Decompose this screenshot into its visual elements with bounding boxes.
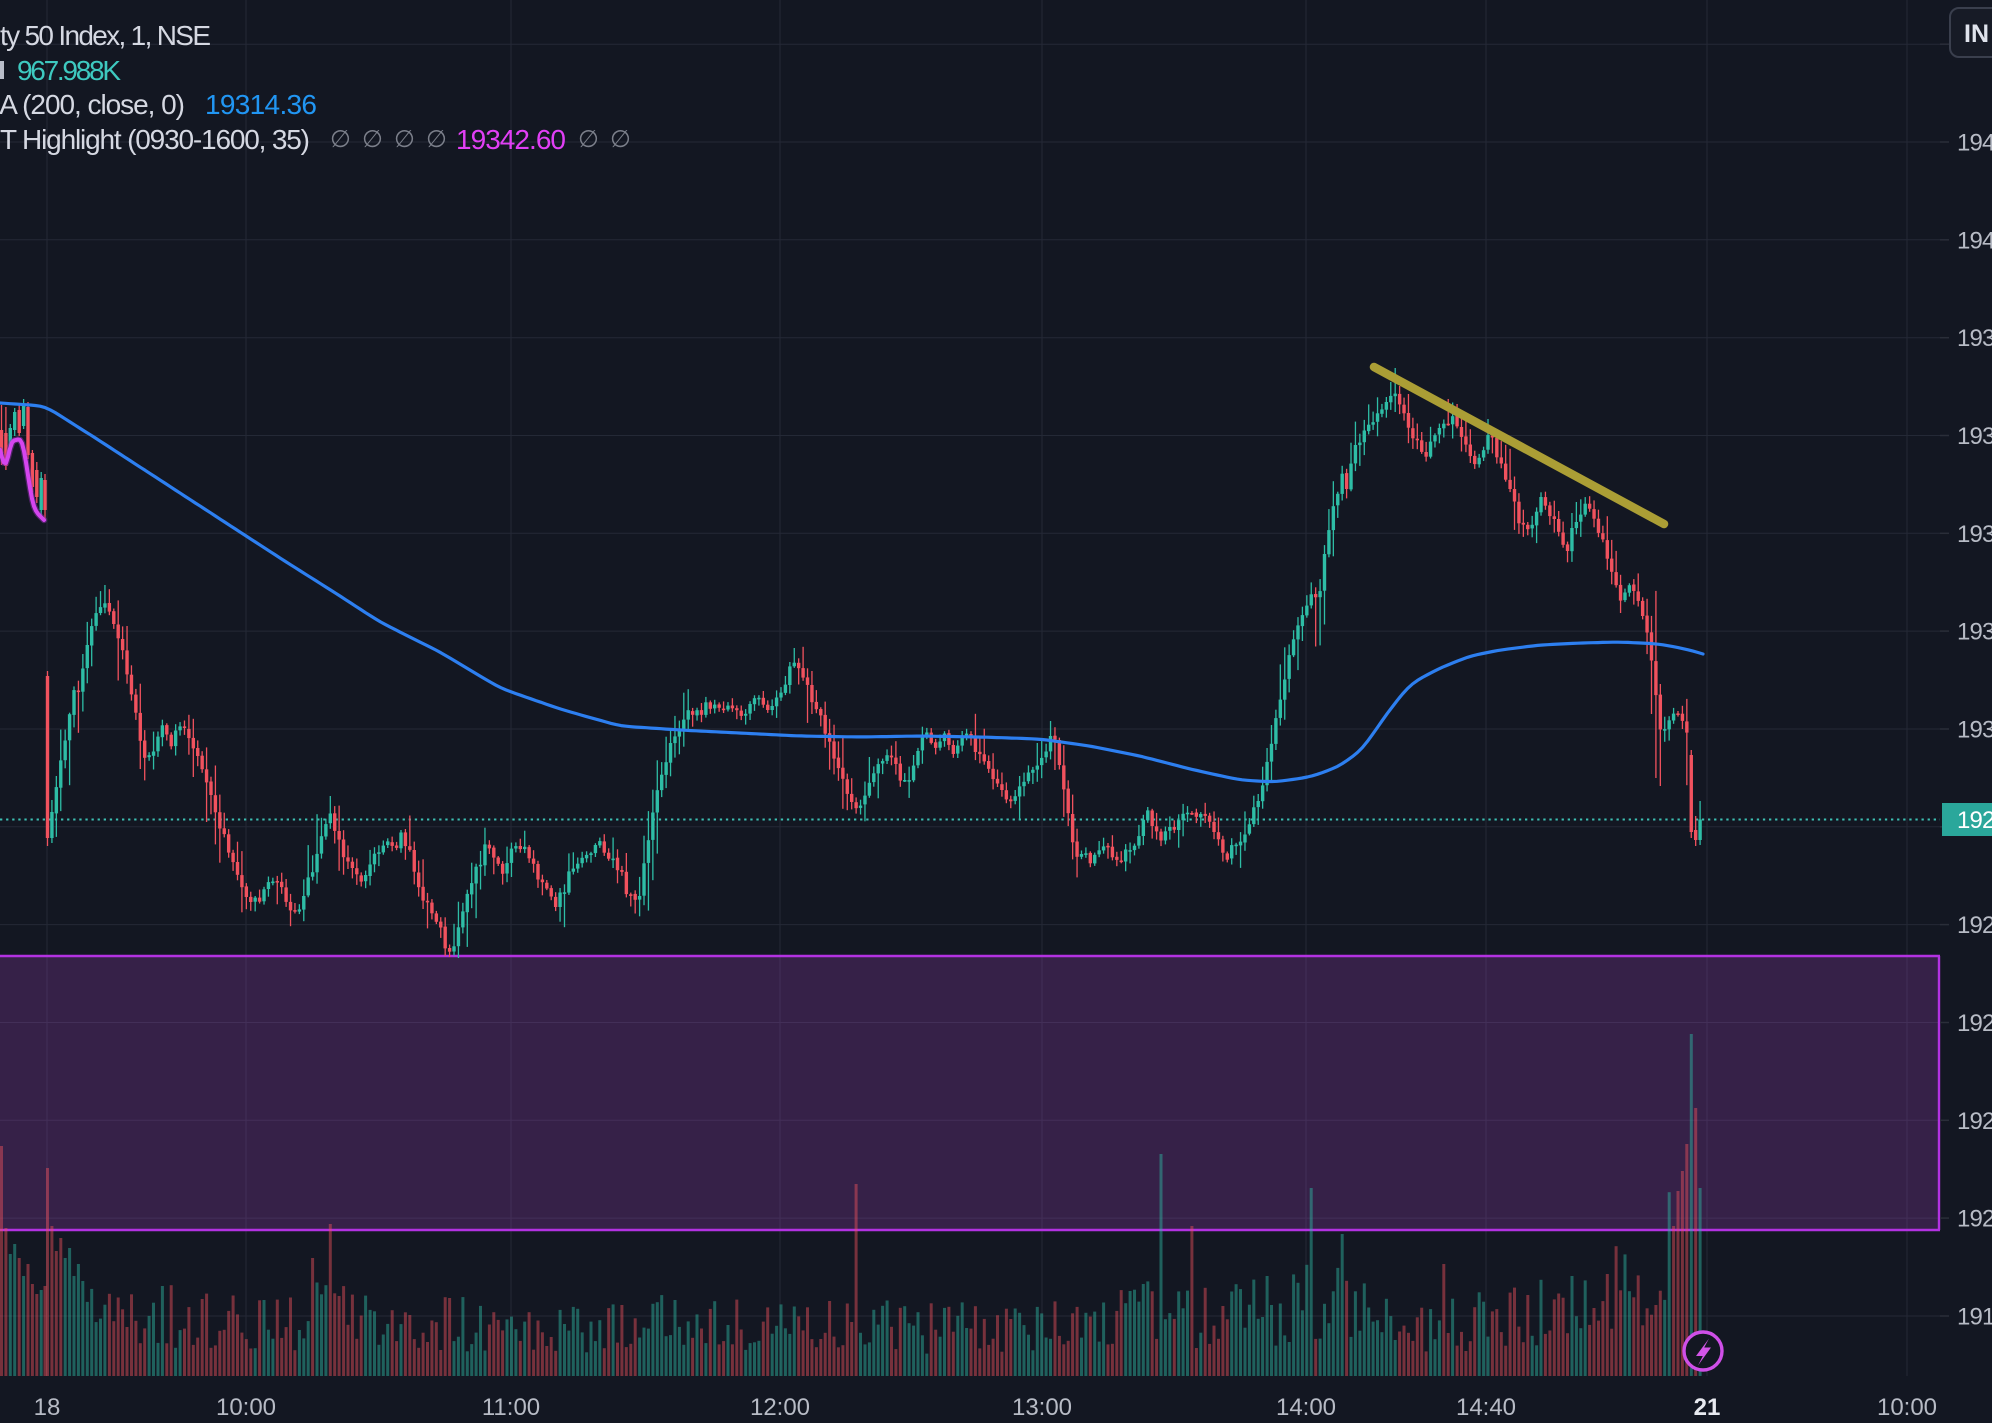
svg-text:MA (200, close, 0): MA (200, close, 0)	[0, 89, 185, 120]
svg-text:14:00: 14:00	[1276, 1394, 1336, 1421]
svg-text:19342.60: 19342.60	[456, 124, 566, 155]
svg-text:21: 21	[1694, 1394, 1721, 1421]
svg-text:19220.00: 19220.00	[1957, 1108, 1992, 1135]
svg-text:19281.45: 19281.45	[1957, 807, 1992, 834]
svg-text:19240.00: 19240.00	[1957, 1010, 1992, 1037]
svg-text:13:00: 13:00	[1012, 1394, 1072, 1421]
svg-text:19380.00: 19380.00	[1957, 325, 1992, 352]
svg-text:ty 50 Index, 1, NSE: ty 50 Index, 1, NSE	[0, 20, 211, 51]
svg-text:19320.00: 19320.00	[1957, 619, 1992, 646]
svg-text:19314.36: 19314.36	[205, 89, 317, 120]
svg-text:19300.00: 19300.00	[1957, 717, 1992, 744]
svg-text:19260.00: 19260.00	[1957, 912, 1992, 939]
svg-text:19180.00: 19180.00	[1957, 1304, 1992, 1331]
svg-text:∅: ∅	[610, 126, 631, 153]
svg-text:∅: ∅	[394, 126, 415, 153]
svg-text:∅: ∅	[330, 126, 351, 153]
svg-text:IN: IN	[1964, 20, 1989, 48]
svg-text:19360.00: 19360.00	[1957, 423, 1992, 450]
svg-text:11:00: 11:00	[482, 1394, 540, 1421]
svg-text:19340.00: 19340.00	[1957, 521, 1992, 548]
svg-text:∅: ∅	[362, 126, 383, 153]
svg-text:967.988K: 967.988K	[17, 55, 121, 86]
svg-text:T Highlight (0930-1600, 35): T Highlight (0930-1600, 35)	[0, 124, 310, 155]
svg-text:18: 18	[34, 1394, 61, 1421]
svg-text:10:00: 10:00	[216, 1394, 276, 1421]
svg-text:∅: ∅	[426, 126, 447, 153]
svg-text:14:40: 14:40	[1456, 1394, 1516, 1421]
svg-text:19400.00: 19400.00	[1957, 227, 1992, 254]
svg-text:∅: ∅	[578, 126, 599, 153]
svg-text:12:00: 12:00	[750, 1394, 810, 1421]
svg-text:10:00: 10:00	[1877, 1394, 1937, 1421]
svg-text:19200.00: 19200.00	[1957, 1206, 1992, 1233]
svg-text:19420.00: 19420.00	[1957, 130, 1992, 157]
